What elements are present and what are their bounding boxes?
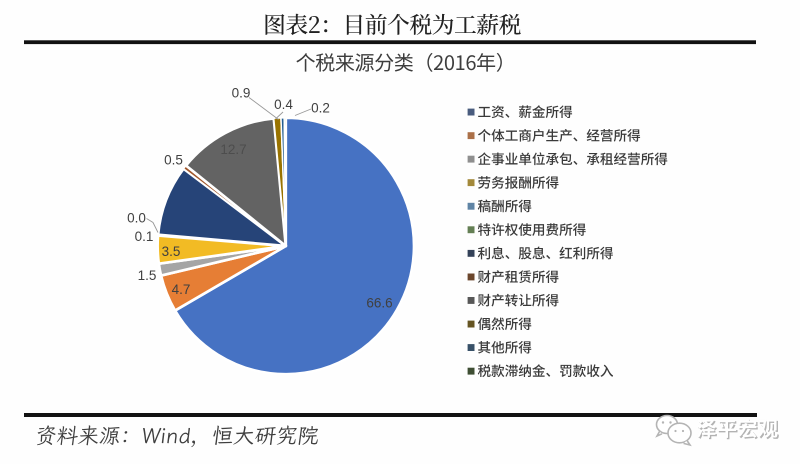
- svg-text:0.5: 0.5: [164, 153, 183, 168]
- svg-text:12.7: 12.7: [220, 142, 246, 157]
- svg-text:0.4: 0.4: [274, 97, 293, 112]
- svg-text:0.0: 0.0: [127, 211, 146, 226]
- svg-text:0.1: 0.1: [135, 229, 154, 244]
- svg-text:1.5: 1.5: [138, 268, 157, 283]
- svg-text:0.2: 0.2: [311, 101, 330, 116]
- svg-text:0.9: 0.9: [232, 86, 251, 101]
- svg-text:66.6: 66.6: [366, 296, 392, 311]
- svg-text:4.7: 4.7: [172, 282, 191, 297]
- svg-text:3.5: 3.5: [162, 244, 181, 259]
